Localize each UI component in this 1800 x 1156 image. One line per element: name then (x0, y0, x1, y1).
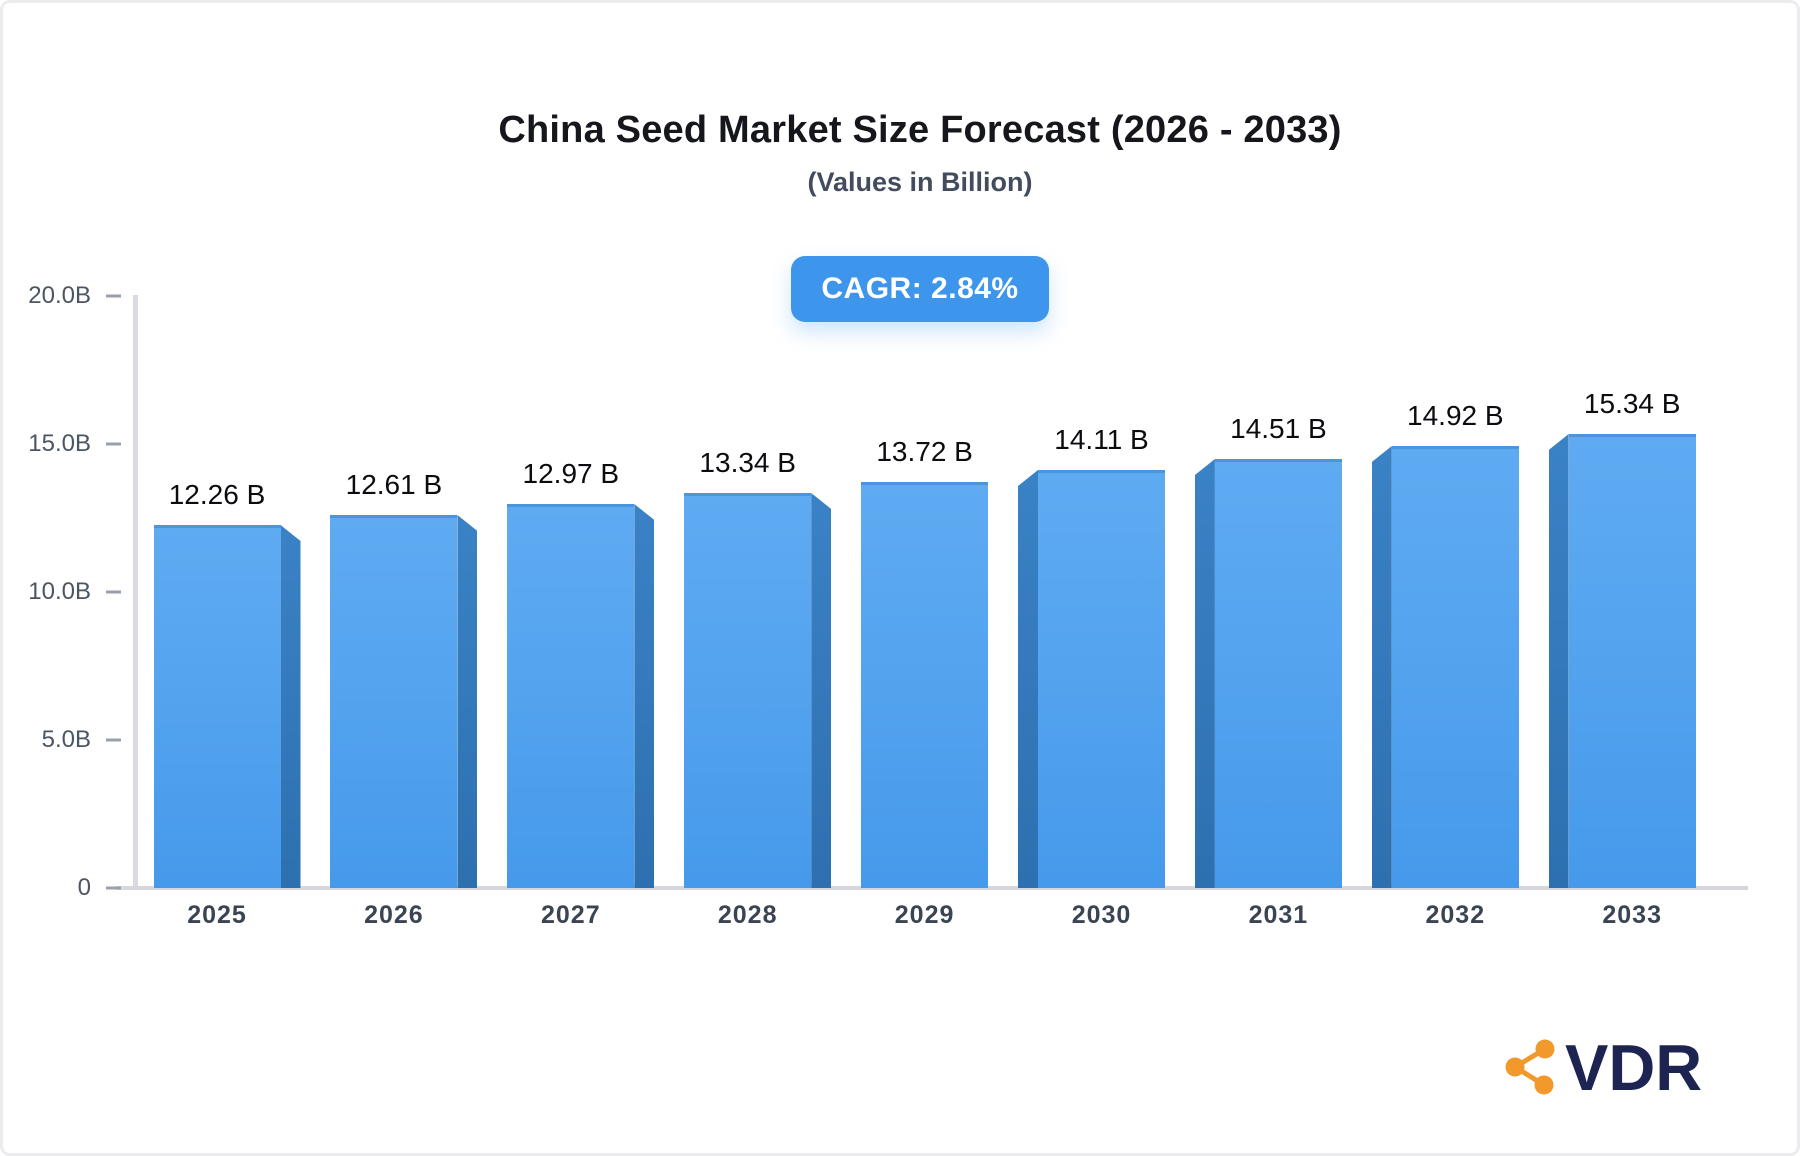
bar-2030 (1018, 470, 1165, 888)
y-axis-label: 10.0B (28, 578, 91, 605)
y-axis-line (133, 295, 138, 890)
y-axis-label: 15.0B (28, 430, 91, 457)
y-axis-tick (106, 886, 121, 890)
bar-2028 (684, 493, 832, 888)
x-axis-label: 2031 (1248, 901, 1309, 929)
y-axis-tick (106, 738, 121, 742)
x-axis-label: 2026 (364, 901, 424, 929)
bar-face (684, 493, 812, 888)
bar-2029 (861, 482, 989, 888)
x-axis-label: 2028 (717, 901, 778, 929)
bar-value-label: 14.92 B (1407, 400, 1504, 431)
bar-face (1214, 459, 1342, 888)
bar-face (1391, 446, 1519, 888)
bar-face (1568, 434, 1696, 888)
cagr-badge: CAGR: 2.84% (791, 256, 1049, 322)
bar-3d-side (1018, 470, 1038, 888)
bar-3d-side (811, 493, 832, 888)
bar-2025 (153, 525, 301, 888)
bar-face (330, 515, 458, 888)
y-axis-label: 20.0B (28, 282, 91, 309)
bar-2027 (507, 504, 655, 888)
bar-face (861, 482, 989, 888)
bar-value-label: 12.61 B (345, 469, 443, 500)
bar-2026 (330, 515, 478, 888)
bar-face (1038, 470, 1165, 888)
bar-value-label: 13.72 B (876, 436, 973, 467)
bar-2032 (1371, 446, 1519, 888)
x-axis-label: 2032 (1425, 901, 1486, 929)
vdr-logo: VDR (1501, 1035, 1702, 1101)
y-axis-tick (106, 442, 121, 446)
bar-value-label: 14.11 B (1054, 424, 1149, 455)
bar-3d-side (1194, 459, 1215, 888)
bar-value-label: 15.34 B (1583, 388, 1681, 419)
bar-value-label: 12.97 B (522, 458, 620, 489)
x-axis-label: 2027 (540, 901, 601, 929)
y-axis-tick (106, 294, 121, 298)
chart-subtitle: (Values in Billion) (807, 167, 1033, 197)
y-axis-tick (106, 590, 121, 594)
bar-3d-side (1548, 434, 1569, 888)
x-axis-label: 2033 (1602, 901, 1662, 929)
bar-3d-side (457, 515, 478, 888)
vdr-logo-text: VDR (1565, 1031, 1703, 1104)
bar-3d-side (280, 525, 301, 888)
y-axis-label: 5.0B (41, 726, 91, 753)
x-axis-label: 2025 (187, 901, 247, 929)
bar-3d-side (634, 504, 655, 888)
x-axis-label: 2030 (1071, 901, 1132, 929)
y-axis-label: 0 (77, 874, 91, 901)
share-network-icon (1505, 1039, 1555, 1095)
x-axis-line (116, 886, 1748, 890)
x-axis-label: 2029 (894, 901, 955, 929)
bar-2031 (1194, 459, 1342, 888)
bar-value-label: 14.51 B (1230, 413, 1327, 444)
bar-face (153, 525, 281, 888)
cagr-badge-row: CAGR: 2.84% (43, 256, 1797, 322)
bar-2033 (1548, 434, 1696, 888)
chart-title: China Seed Market Size Forecast (2026 - … (498, 109, 1342, 151)
bar-face (507, 504, 635, 888)
bar-3d-side (1371, 446, 1392, 888)
bar-value-label: 13.34 B (699, 447, 796, 478)
bar-value-label: 12.26 B (168, 479, 266, 510)
